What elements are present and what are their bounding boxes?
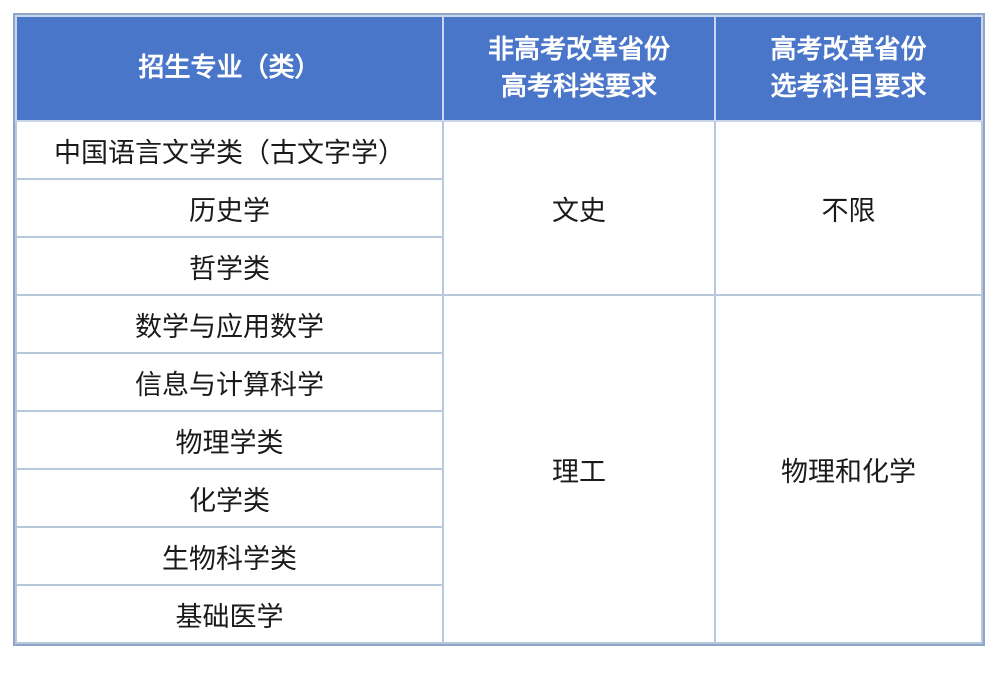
major-cell: 化学类 <box>15 468 444 528</box>
major-cell: 历史学 <box>15 178 444 238</box>
table-row: 历史学 <box>15 178 982 238</box>
major-cell: 数学与应用数学 <box>15 294 444 354</box>
header-major-text: 招生专业（类） <box>138 53 321 83</box>
table-row: 生物科学类 <box>15 526 982 586</box>
table-row: 化学类 <box>15 468 982 528</box>
non-reform-cell: 理工 <box>442 294 716 644</box>
major-cell: 生物科学类 <box>15 526 444 586</box>
table-row: 中国语言文学类（古文字学） 文史 不限 <box>15 120 983 296</box>
table-row: 数学与应用数学 理工 物理和化学 <box>15 294 983 644</box>
major-cell: 信息与计算科学 <box>15 352 444 412</box>
major-cell: 物理学类 <box>15 410 444 470</box>
reform-cell: 物理和化学 <box>714 294 983 644</box>
header-major: 招生专业（类） <box>15 15 444 122</box>
reform-cell: 不限 <box>714 120 983 296</box>
header-reform: 高考改革省份 选考科目要求 <box>714 15 983 122</box>
header-row: 招生专业（类） 非高考改革省份 高考科类要求 高考改革省份 选考科目要求 <box>15 15 983 122</box>
header-non-reform: 非高考改革省份 高考科类要求 <box>442 15 716 122</box>
major-cell: 基础医学 <box>15 584 444 644</box>
header-line: 选考科目要求 <box>770 71 927 102</box>
major-cell: 中国语言文学类（古文字学） <box>15 120 444 180</box>
header-line: 高考改革省份 <box>770 34 927 65</box>
non-reform-cell: 文史 <box>442 120 716 296</box>
major-cell: 哲学类 <box>15 236 444 296</box>
table-row: 信息与计算科学 <box>15 352 982 412</box>
header-line: 非高考改革省份 <box>487 34 670 65</box>
table-row: 物理学类 <box>15 410 982 470</box>
requirements-table: 招生专业（类） 非高考改革省份 高考科类要求 高考改革省份 选考科目要求 中国语言文… <box>13 13 985 646</box>
table-row: 基础医学 <box>15 584 982 644</box>
header-line: 高考科类要求 <box>500 71 657 102</box>
table-row: 哲学类 <box>15 236 982 296</box>
